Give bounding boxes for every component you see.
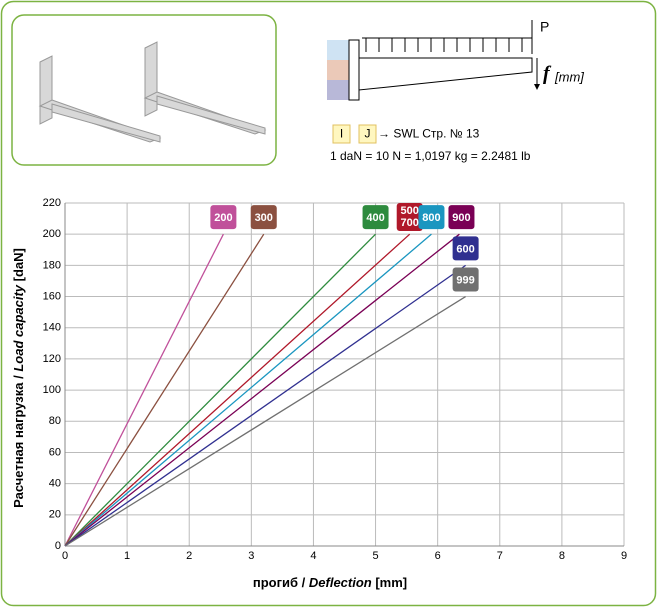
conversion: 1 daN = 10 N = 1,0197 kg = 2.2481 lb — [330, 149, 531, 163]
legend-box — [448, 205, 475, 230]
legend-label: 900 — [452, 212, 470, 224]
x-tick-label: 2 — [186, 550, 192, 562]
series-line — [64, 233, 224, 547]
legend-label: 600 — [456, 243, 474, 255]
x-label-part: прогиб / — [253, 575, 309, 590]
y-tick-label: 120 — [43, 353, 61, 365]
box-j-label: J — [365, 127, 371, 141]
legend-box — [362, 205, 389, 230]
x-tick-label: 3 — [248, 550, 254, 562]
series-line — [64, 233, 265, 547]
legend-label: 999 — [456, 274, 474, 286]
load-label: P — [540, 19, 549, 35]
legend-box — [210, 205, 237, 230]
y-tick-label: 60 — [49, 446, 61, 458]
y-tick-label: 80 — [49, 415, 61, 427]
legend-entry: 999 — [452, 267, 479, 292]
x-tick-label: 7 — [497, 550, 503, 562]
legend-entry: 900 — [448, 205, 475, 230]
legend-label: 500 — [401, 205, 419, 217]
series-line — [64, 233, 460, 547]
series-line — [64, 233, 411, 547]
legend-box — [250, 205, 277, 230]
y-label-part: [daN] — [11, 248, 26, 285]
deflection-unit: [mm] — [554, 69, 584, 84]
legend-label: 200 — [214, 212, 232, 224]
legend-entry: 200 — [210, 205, 237, 230]
legend-label: 400 — [366, 212, 384, 224]
deflection-symbol: f — [543, 63, 552, 85]
legend-label: 700 — [401, 217, 419, 229]
x-tick-label: 8 — [559, 550, 565, 562]
legend-label: 800 — [422, 212, 440, 224]
beam-diagram: P f [mm] — [327, 19, 584, 101]
y-tick-label: 100 — [43, 384, 61, 396]
x-tick-label: 4 — [310, 550, 316, 562]
reference: → SWL Стр. № 13 — [378, 127, 480, 141]
box-i — [332, 124, 351, 144]
series-line — [64, 264, 466, 547]
image-panel — [11, 14, 277, 166]
y-tick-label: 40 — [49, 478, 61, 490]
box-i-label: I — [340, 127, 343, 141]
y-tick-label: 0 — [55, 540, 61, 552]
y-tick-label: 200 — [43, 228, 61, 240]
x-tick-label: 1 — [124, 550, 130, 562]
box-j — [358, 124, 377, 144]
y-label-part: Load capacity — [11, 284, 26, 371]
legend-entry: 400 — [362, 205, 389, 230]
x-tick-label: 5 — [372, 550, 378, 562]
legend-entry: 600 — [452, 236, 479, 261]
y-tick-label: 20 — [49, 509, 61, 521]
legend-label: 300 — [255, 212, 273, 224]
legend-entry: 300 — [250, 205, 277, 230]
y-label-part: Расчетная нагрузка / — [11, 372, 26, 508]
x-tick-label: 0 — [62, 550, 68, 562]
y-tick-label: 220 — [43, 197, 61, 209]
x-label-part: [mm] — [372, 575, 407, 590]
y-axis-label: Расчетная нагрузка / Load capacity [daN] — [11, 248, 26, 508]
legend-box — [396, 203, 423, 231]
y-tick-label: 140 — [43, 322, 61, 334]
x-tick-label: 9 — [621, 550, 627, 562]
x-axis-label: прогиб / Deflection [mm] — [253, 575, 407, 590]
y-tick-label: 160 — [43, 290, 61, 302]
series-line — [64, 233, 432, 547]
legend-box — [418, 205, 445, 230]
y-tick-label: 180 — [43, 259, 61, 271]
x-label-part: Deflection — [309, 575, 372, 590]
x-tick-label: 6 — [435, 550, 441, 562]
series-line — [64, 295, 466, 547]
bracket-image — [38, 41, 267, 143]
legend-box — [452, 267, 479, 292]
series-line — [64, 233, 377, 547]
legend-entry: 800 — [418, 205, 445, 230]
legend-box — [452, 236, 479, 261]
